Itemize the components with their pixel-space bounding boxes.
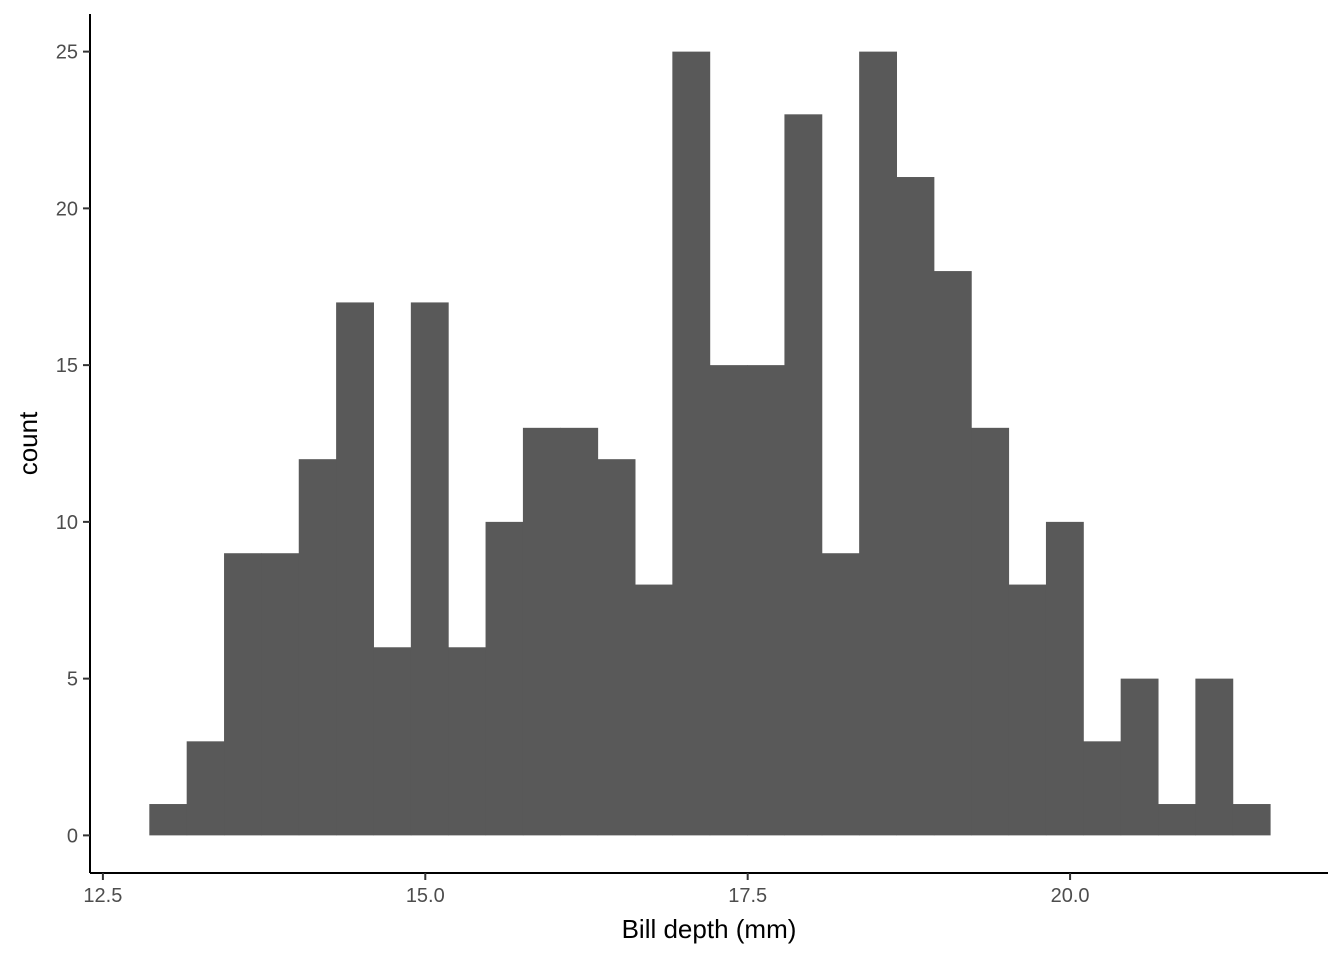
histogram-bar: [933, 271, 972, 836]
histogram-bar: [597, 459, 636, 836]
x-ticks: 12.5 15.0 17.5 20.0: [83, 873, 1090, 907]
histogram-bar: [298, 459, 337, 836]
histogram-bar: [224, 553, 262, 836]
x-axis: 12.5 15.0 17.5 20.0: [83, 872, 1328, 907]
x-tick-label: 17.5: [728, 885, 767, 907]
histogram-bar: [410, 302, 449, 836]
y-axis-title: count: [13, 411, 43, 475]
histogram-bar: [859, 51, 898, 836]
histogram-bar: [373, 647, 412, 836]
x-axis-title: Bill depth (mm): [622, 914, 797, 944]
histogram-bar: [709, 365, 748, 836]
histogram-bar: [448, 647, 487, 836]
histogram-bar: [560, 427, 599, 836]
histogram-bar: [485, 521, 524, 836]
y-tick-label: 15: [56, 355, 78, 377]
histogram-bar: [149, 804, 188, 836]
bars-group: [149, 51, 1271, 836]
histogram-bar: [821, 553, 860, 836]
y-tick-label: 20: [56, 198, 78, 220]
histogram-bar: [186, 741, 225, 836]
histogram-bar: [1008, 584, 1047, 836]
histogram-bar: [1232, 804, 1271, 836]
y-tick-label: 5: [67, 669, 78, 691]
histogram-bar: [784, 114, 823, 836]
x-tick-label: 15.0: [406, 885, 445, 907]
y-tick-label: 0: [67, 825, 78, 847]
histogram-bar: [1195, 678, 1234, 836]
x-tick-label: 20.0: [1051, 885, 1090, 907]
histogram-bar: [261, 553, 300, 836]
histogram-bar: [634, 584, 673, 836]
y-tick-label: 10: [56, 512, 78, 534]
histogram-bar: [971, 427, 1010, 836]
histogram-bar: [1158, 804, 1196, 836]
histogram-bar: [1045, 521, 1084, 836]
histogram-bar: [747, 365, 785, 836]
histogram-bar: [672, 51, 711, 836]
histogram-bar: [1120, 678, 1159, 836]
histogram-bar: [1083, 741, 1122, 836]
histogram-bar: [522, 427, 561, 836]
y-ticks: 0 5 10 15 20 25: [56, 42, 90, 847]
y-axis: 0 5 10 15 20 25: [56, 14, 91, 873]
y-tick-label: 25: [56, 42, 78, 64]
x-tick-label: 12.5: [83, 885, 122, 907]
histogram-bar: [336, 302, 374, 836]
histogram-bar: [896, 177, 935, 836]
